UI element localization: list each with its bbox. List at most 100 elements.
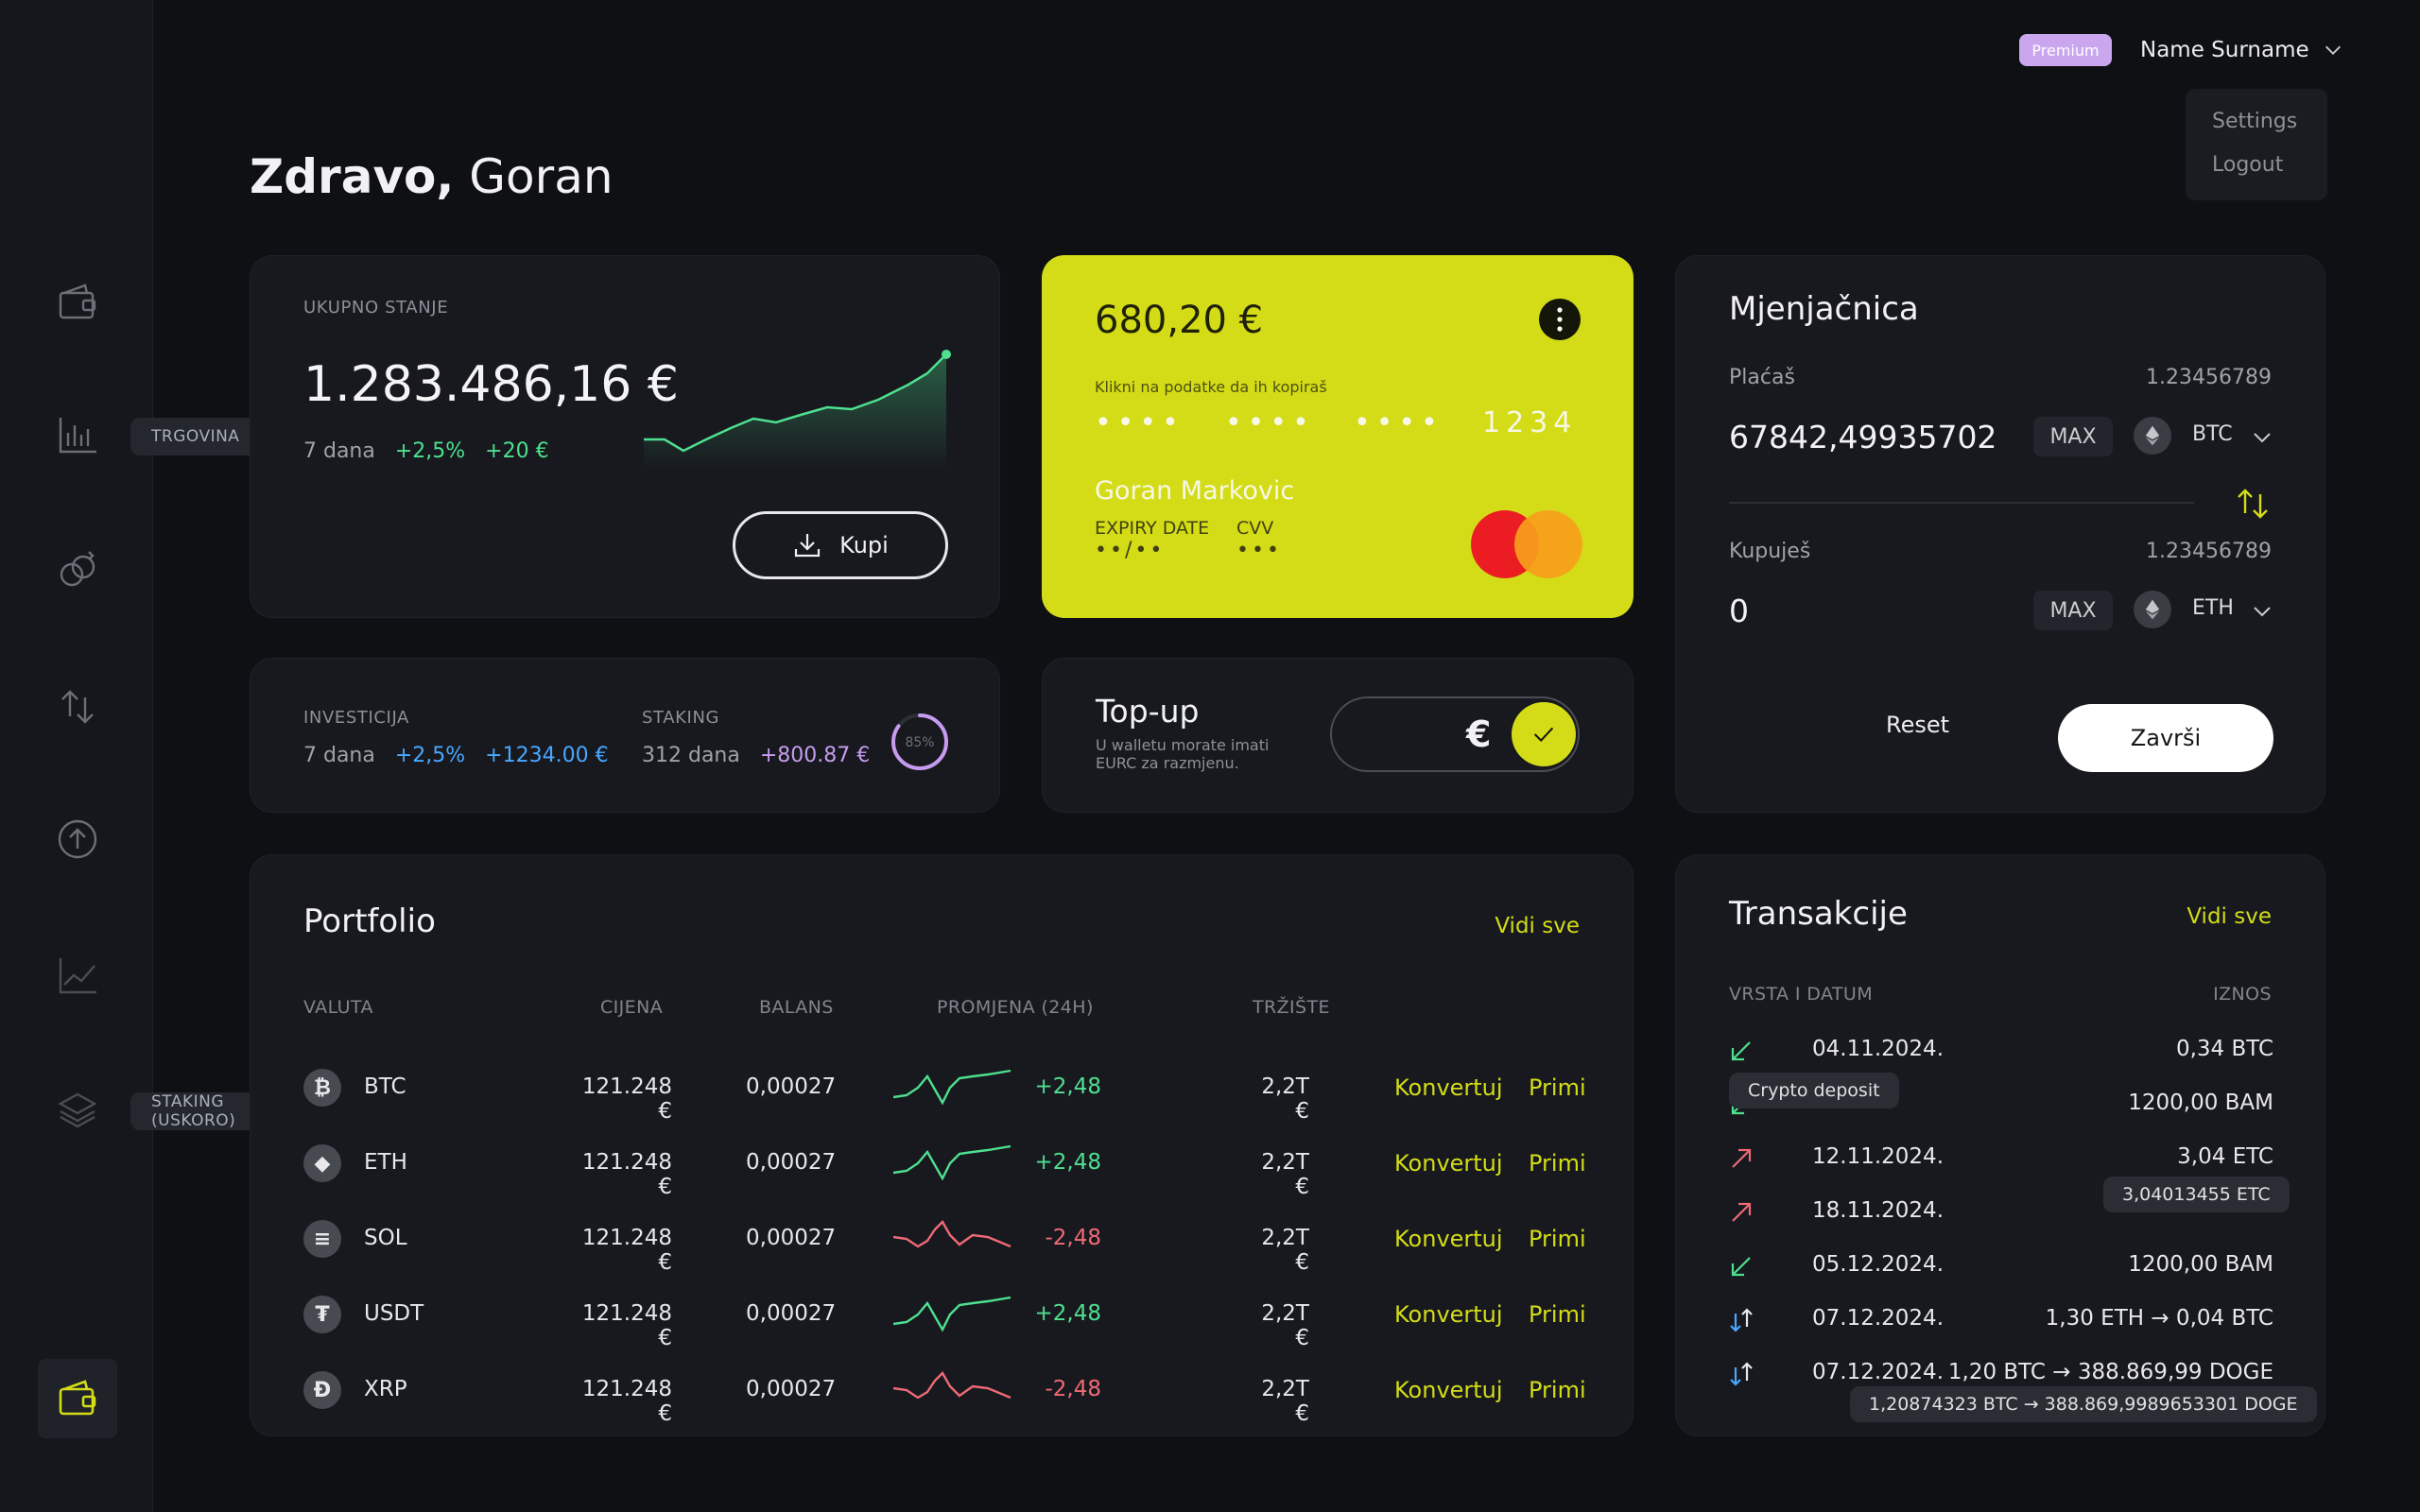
transaction-date: 12.11.2024.	[1812, 1144, 1944, 1169]
swap-arrows-icon[interactable]	[2234, 485, 2272, 523]
greeting-hello: Zdravo,	[250, 149, 455, 204]
buy-max-button[interactable]: MAX	[2033, 591, 2113, 630]
pay-coin[interactable]: BTC	[2192, 422, 2233, 446]
receive-button[interactable]: Primi	[1529, 1150, 1586, 1177]
check-icon	[1533, 727, 1554, 743]
buy-label: Kupuješ	[1729, 540, 1811, 563]
convert-button[interactable]: Konvertuj	[1394, 1301, 1503, 1328]
wallet-icon	[59, 1380, 96, 1416]
sidebar-item-transfers[interactable]	[38, 667, 117, 747]
balance-card: UKUPNO STANJE 1.283.486,16 € 7 dana +2,5…	[250, 255, 1000, 618]
portfolio-title: Portfolio	[303, 902, 436, 940]
sidebar-item-wallet-active[interactable]	[38, 1359, 117, 1438]
sidebar-item-staking[interactable]	[38, 1070, 117, 1149]
invest-abs: +1234.00 €	[485, 744, 609, 767]
transaction-row[interactable]: 07.12.2024. 1,20 BTC → 388.869,99 DOGE	[1729, 1354, 2273, 1392]
cvv-value[interactable]: •••	[1236, 539, 1282, 562]
buy-button[interactable]: Kupi	[733, 511, 948, 579]
card-menu-button[interactable]	[1539, 299, 1581, 340]
receive-button[interactable]: Primi	[1529, 1074, 1586, 1101]
transaction-row[interactable]: 18.11.2024.	[1729, 1193, 2273, 1230]
balance-change: 7 dana +2,5% +20 €	[303, 439, 549, 463]
col-price: CIJENA	[600, 997, 664, 1018]
upload-circle-icon	[58, 819, 97, 859]
coin-price: 121.248 €	[581, 1377, 672, 1426]
coin-price: 121.248 €	[581, 1226, 672, 1275]
pay-label: Plaćaš	[1729, 366, 1795, 389]
card-number-group-4[interactable]: 1234	[1482, 406, 1578, 439]
eth-coin-icon	[2134, 417, 2171, 455]
card-copy-hint: Klikni na podatke da ih kopiraš	[1095, 378, 1327, 396]
table-row: ₿ BTC 121.248 € 0,00027 +2,48 2,2T € Konvertuj…	[251, 1050, 1729, 1125]
pay-balance: 1.23456789	[2146, 366, 2272, 389]
coin-symbol: SOL	[364, 1226, 407, 1250]
invest-pct: +2,5%	[394, 744, 466, 767]
transaction-date: 18.11.2024.	[1812, 1198, 1944, 1223]
submit-exchange-button[interactable]: Završi	[2058, 704, 2273, 772]
withdraw-arrow-icon	[1732, 1148, 1752, 1168]
card-number-group-1[interactable]: ••••	[1095, 406, 1184, 439]
convert-button[interactable]: Konvertuj	[1394, 1150, 1503, 1177]
buy-coin[interactable]: ETH	[2192, 596, 2234, 620]
transaction-row[interactable]: 07.12.2024. 1,30 ETH → 0,04 BTC	[1729, 1300, 2273, 1338]
topup-toggle[interactable]: €	[1330, 696, 1580, 772]
coin-symbol: ETH	[364, 1150, 407, 1175]
tooltip-crypto-deposit: Crypto deposit	[1729, 1073, 1899, 1108]
transaction-amount: 1,30 ETH → 0,04 BTC	[2045, 1306, 2273, 1331]
card-number-group-2[interactable]: ••••	[1225, 406, 1315, 439]
transaction-row[interactable]: 1200,00 BAM	[1729, 1085, 2273, 1123]
bank-card[interactable]: 680,20 € Klikni na podatke da ih kopiraš…	[1042, 255, 1634, 618]
staking-abs: +800.87 €	[759, 744, 871, 767]
transaction-row[interactable]: 12.11.2024. 3,04 ETC	[1729, 1139, 2273, 1177]
toggle-knob[interactable]	[1512, 702, 1576, 766]
pay-amount-input[interactable]: 67842,49935702	[1729, 419, 1997, 455]
user-dropdown: Settings Logout	[2186, 89, 2327, 200]
receive-button[interactable]: Primi	[1529, 1377, 1586, 1403]
download-icon	[795, 534, 821, 558]
deposit-arrow-icon	[1731, 1041, 1751, 1061]
chevron-down-icon[interactable]	[2251, 600, 2273, 623]
sidebar-item-send[interactable]	[38, 799, 117, 879]
transaction-amount: 3,04 ETC	[2177, 1144, 2273, 1169]
transaction-date: 05.12.2024.	[1812, 1252, 1944, 1277]
sidebar-tooltip-staking: STAKING (USKORO)	[130, 1092, 257, 1130]
portfolio-see-all-link[interactable]: Vidi sve	[1495, 914, 1580, 938]
coin-price: 121.248 €	[581, 1074, 672, 1124]
coin-balance: 0,00027	[746, 1150, 837, 1175]
euro-symbol: €	[1466, 713, 1492, 755]
transactions-see-all-link[interactable]: Vidi sve	[2187, 904, 2272, 929]
pay-max-button[interactable]: MAX	[2033, 417, 2113, 456]
reset-button[interactable]: Reset	[1886, 712, 1950, 738]
receive-button[interactable]: Primi	[1529, 1301, 1586, 1328]
coin-change: -2,48	[1045, 1377, 1101, 1401]
col-amount: IZNOS	[2213, 984, 2272, 1005]
investment-card: INVESTICIJA 7 dana +2,5% +1234.00 € STAK…	[250, 658, 1000, 813]
menu-item-logout[interactable]: Logout	[2212, 153, 2284, 177]
convert-button[interactable]: Konvertuj	[1394, 1226, 1503, 1252]
menu-item-settings[interactable]: Settings	[2212, 110, 2298, 133]
coin-change: +2,48	[1034, 1301, 1101, 1326]
balance-abs: +20 €	[485, 439, 549, 463]
coin-icon: ◆	[303, 1144, 341, 1182]
card-holder[interactable]: Goran Markovic	[1095, 476, 1295, 506]
transaction-date: 07.12.2024.	[1812, 1360, 1944, 1384]
sidebar-item-exchange[interactable]	[38, 531, 117, 610]
buy-balance: 1.23456789	[2146, 540, 2272, 563]
sidebar-item-analytics[interactable]	[38, 936, 117, 1015]
receive-button[interactable]: Primi	[1529, 1226, 1586, 1252]
change-sparkline	[893, 1144, 1011, 1181]
convert-button[interactable]: Konvertuj	[1394, 1074, 1503, 1101]
transaction-date: 07.12.2024.	[1812, 1306, 1944, 1331]
card-number-group-3[interactable]: ••••	[1354, 406, 1443, 439]
user-menu-toggle[interactable]: Name Surname	[2140, 34, 2343, 66]
sidebar-item-wallet[interactable]	[38, 263, 117, 342]
convert-button[interactable]: Konvertuj	[1394, 1377, 1503, 1403]
chevron-down-icon[interactable]	[2251, 426, 2273, 449]
buy-amount-input[interactable]: 0	[1729, 593, 1749, 629]
sidebar-item-trading[interactable]	[38, 395, 117, 474]
expiry-value[interactable]: ••/••	[1095, 539, 1166, 562]
transaction-amount: 1,20 BTC → 388.869,99 DOGE	[1947, 1360, 2273, 1384]
coin-balance: 0,00027	[746, 1226, 837, 1250]
transaction-row[interactable]: 04.11.2024. 0,34 BTC	[1729, 1031, 2273, 1069]
transaction-row[interactable]: 05.12.2024. 1200,00 BAM	[1729, 1246, 2273, 1284]
